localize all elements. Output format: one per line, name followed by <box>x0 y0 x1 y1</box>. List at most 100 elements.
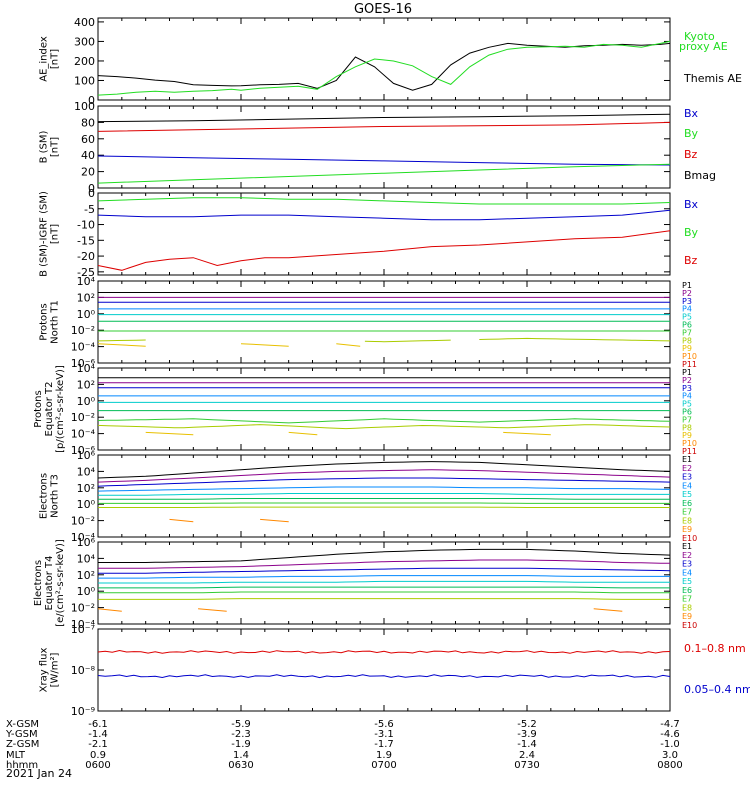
legend-p5: P5 <box>682 313 692 322</box>
y-tick-label: 10⁶ <box>77 449 96 462</box>
ephem-value: 0800 <box>657 760 682 771</box>
legend-p7: P7 <box>682 415 692 424</box>
series-p8-line <box>97 424 671 430</box>
y-tick-label: 400 <box>74 16 95 29</box>
series-e8-line <box>98 598 670 600</box>
y-tick-label: -5 <box>84 203 95 216</box>
y-axis-label: [W/m²] <box>50 652 61 687</box>
y-tick-label: 10⁻⁴ <box>71 531 96 544</box>
y-axis-label: North T1 <box>50 300 61 344</box>
y-tick-label: 0 <box>88 187 95 200</box>
series-bz-line <box>97 121 671 132</box>
y-tick-label: 10² <box>77 482 95 495</box>
panel-frame <box>97 192 671 276</box>
ephemeris-table: X-GSMY-GSMZ-GSMMLThhmm-6.1-1.4-2.10.9060… <box>5 719 683 771</box>
y-axis-label: [p/(cm²-s-sr-keV)] <box>55 365 66 453</box>
legend-p3: P3 <box>682 384 692 393</box>
ephem-value: -1.0 <box>660 739 680 750</box>
y-tick-label: 60 <box>81 133 95 146</box>
y-tick-label: 10⁻⁴ <box>71 428 96 441</box>
ephem-value: -5.2 <box>517 719 537 730</box>
y-tick-label: -10 <box>77 219 95 232</box>
legend-p5: P5 <box>682 400 692 409</box>
legend-p8: P8 <box>682 336 692 345</box>
legend-p8: P8 <box>682 423 692 432</box>
series-e4-line <box>98 575 670 579</box>
legend-p6: P6 <box>682 408 692 417</box>
y-tick-label: 20 <box>81 166 95 179</box>
legend-by: By <box>684 226 699 239</box>
y-tick-label: 100 <box>74 100 95 113</box>
legend-p3: P3 <box>682 297 692 306</box>
ephem-row-label: MLT <box>6 750 26 761</box>
ephem-value: 3.0 <box>662 750 678 761</box>
legend-e3: E3 <box>682 473 692 482</box>
series-e3-line <box>98 567 671 574</box>
y-tick-label: 10⁻⁸ <box>71 664 96 677</box>
legend-e9: E9 <box>682 525 692 534</box>
series-e5-line <box>98 493 670 496</box>
y-axis-label: B (SM) <box>39 130 50 163</box>
legend-p2: P2 <box>682 289 692 298</box>
y-tick-label: 10⁰ <box>77 498 96 511</box>
series-e4-line <box>97 486 671 492</box>
legend-p2: P2 <box>682 376 692 385</box>
series-e5-line <box>98 580 670 584</box>
y-tick-label: 10⁶ <box>77 536 96 549</box>
ephem-value: -1.4 <box>88 729 108 740</box>
series-e6-line <box>98 586 670 589</box>
y-tick-label: 10⁴ <box>77 275 96 288</box>
ephem-value: 1.4 <box>233 750 249 761</box>
legend-p7: P7 <box>682 328 692 337</box>
legend-p4: P4 <box>682 305 692 314</box>
ephem-row-label: X-GSM <box>6 719 39 730</box>
series-xray-line <box>97 674 671 679</box>
ephem-value: -1.4 <box>517 739 537 750</box>
legend-e6: E6 <box>682 499 692 508</box>
series-by-line <box>97 163 671 184</box>
legend-xray-short: 0.05–0.4 nm <box>684 683 750 696</box>
series-p9-line <box>288 431 318 436</box>
series-by-line <box>97 197 671 205</box>
series-e1-line <box>98 548 671 563</box>
legend-e5: E5 <box>682 577 692 586</box>
y-axis-label: [nT] <box>50 49 61 69</box>
legend-bmag: Bmag <box>684 169 716 182</box>
legend-e1: E1 <box>682 455 692 464</box>
ephem-value: -4.6 <box>660 729 680 740</box>
ephem-value: 0730 <box>514 760 539 771</box>
y-tick-label: 40 <box>81 149 95 162</box>
legend-xray-long: 0.1–0.8 nm <box>684 642 746 655</box>
y-tick-label: 10⁻⁴ <box>71 618 96 631</box>
y-tick-label: 10² <box>77 291 95 304</box>
y-tick-label: 10² <box>77 378 95 391</box>
legend-p6: P6 <box>682 321 692 330</box>
y-axis-label: AE_index <box>39 36 50 82</box>
y-axis-label: B (SM)-IGRF (SM) <box>39 191 50 277</box>
series-p9-line <box>240 343 289 347</box>
legend-p1: P1 <box>682 368 692 377</box>
y-tick-label: 10⁴ <box>77 465 96 478</box>
legend-e6: E6 <box>682 586 692 595</box>
legend-e7: E7 <box>682 508 692 517</box>
y-axis-label: [e/(cm²-s-sr-keV)] <box>55 539 66 627</box>
y-tick-label: 100 <box>74 74 95 87</box>
ephem-value: -5.6 <box>374 719 394 730</box>
legend-e2: E2 <box>682 464 692 473</box>
series-xray-line <box>97 649 671 654</box>
ephem-value: 0630 <box>228 760 253 771</box>
legend-by: By <box>684 127 699 140</box>
y-tick-label: 0 <box>88 94 95 107</box>
legend-e4: E4 <box>682 481 692 490</box>
panel-bsm: 0 20 40 60 80 100 B (SM) [nT] Bx By Bz Bmag <box>39 100 717 195</box>
ephem-value: 2.4 <box>519 750 535 761</box>
panel-frame <box>97 105 671 189</box>
y-tick-label: 10⁴ <box>77 552 96 565</box>
series-e3-line <box>97 477 671 487</box>
series-p7-line <box>97 418 671 424</box>
series-e9-line <box>97 608 122 612</box>
y-tick-label: 0 <box>88 182 95 195</box>
